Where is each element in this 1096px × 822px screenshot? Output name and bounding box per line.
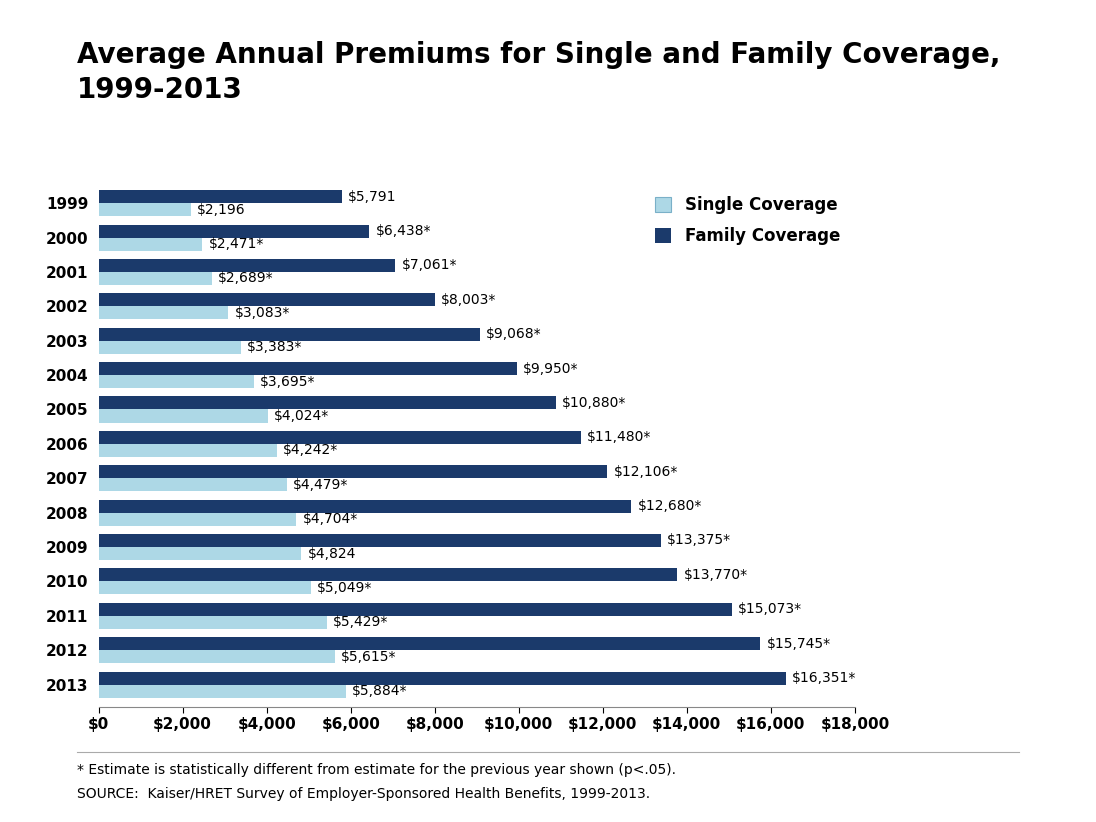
- Text: $5,429*: $5,429*: [333, 616, 388, 630]
- Bar: [99, 603, 732, 616]
- Text: $8,003*: $8,003*: [442, 293, 496, 307]
- Text: $6,438*: $6,438*: [376, 224, 431, 238]
- Bar: [99, 685, 346, 698]
- Bar: [99, 307, 228, 320]
- Bar: [99, 547, 301, 560]
- Text: $3,695*: $3,695*: [260, 375, 316, 389]
- Text: $5,615*: $5,615*: [341, 649, 397, 663]
- Bar: [99, 568, 677, 581]
- Bar: [99, 431, 581, 444]
- Text: $9,950*: $9,950*: [523, 362, 579, 376]
- Bar: [99, 513, 296, 526]
- Bar: [99, 581, 311, 594]
- Bar: [99, 409, 267, 423]
- Bar: [99, 203, 191, 216]
- Text: $2,471*: $2,471*: [208, 237, 264, 251]
- Text: $4,704*: $4,704*: [302, 512, 357, 526]
- Bar: [99, 616, 327, 629]
- Text: $4,242*: $4,242*: [283, 443, 339, 457]
- Bar: [99, 190, 342, 203]
- Bar: [99, 362, 516, 375]
- Text: $13,770*: $13,770*: [684, 568, 747, 582]
- Bar: [99, 224, 369, 238]
- Bar: [99, 396, 556, 409]
- Bar: [99, 272, 212, 285]
- Text: $3,383*: $3,383*: [247, 340, 302, 354]
- Text: $15,745*: $15,745*: [766, 637, 831, 651]
- Bar: [99, 637, 761, 650]
- Text: $3,083*: $3,083*: [235, 306, 289, 320]
- Bar: [99, 238, 203, 251]
- Text: $2,689*: $2,689*: [218, 271, 274, 285]
- Text: $5,791: $5,791: [349, 190, 397, 204]
- Bar: [99, 259, 396, 272]
- Text: SOURCE:  Kaiser/HRET Survey of Employer-Sponsored Health Benefits, 1999-2013.: SOURCE: Kaiser/HRET Survey of Employer-S…: [77, 787, 650, 801]
- Bar: [99, 375, 254, 388]
- Bar: [99, 465, 607, 478]
- Bar: [99, 478, 287, 492]
- Text: $5,049*: $5,049*: [317, 581, 373, 595]
- Bar: [99, 500, 631, 513]
- Text: $10,880*: $10,880*: [562, 396, 627, 410]
- Text: $7,061*: $7,061*: [401, 258, 457, 272]
- Text: $13,375*: $13,375*: [666, 533, 731, 547]
- Text: $15,073*: $15,073*: [739, 603, 802, 616]
- Text: $12,680*: $12,680*: [638, 499, 703, 513]
- Text: Average Annual Premiums for Single and Family Coverage,
1999-2013: Average Annual Premiums for Single and F…: [77, 41, 1001, 104]
- Text: * Estimate is statistically different from estimate for the previous year shown : * Estimate is statistically different fr…: [77, 763, 676, 777]
- Text: $5,884*: $5,884*: [352, 684, 408, 698]
- Text: $12,106*: $12,106*: [614, 464, 678, 478]
- Text: $4,824: $4,824: [308, 547, 356, 561]
- Bar: [99, 328, 480, 341]
- Bar: [99, 534, 661, 547]
- Bar: [99, 293, 435, 307]
- Text: $9,068*: $9,068*: [486, 327, 541, 341]
- Text: $11,480*: $11,480*: [587, 431, 652, 445]
- Legend: Single Coverage, Family Coverage: Single Coverage, Family Coverage: [648, 189, 846, 252]
- Bar: [99, 341, 241, 353]
- Text: $2,196: $2,196: [197, 203, 246, 217]
- Text: $16,351*: $16,351*: [792, 671, 856, 685]
- Bar: [99, 650, 334, 663]
- Text: $4,479*: $4,479*: [293, 478, 349, 492]
- Text: $4,024*: $4,024*: [274, 409, 329, 423]
- Bar: [99, 672, 786, 685]
- Bar: [99, 444, 277, 457]
